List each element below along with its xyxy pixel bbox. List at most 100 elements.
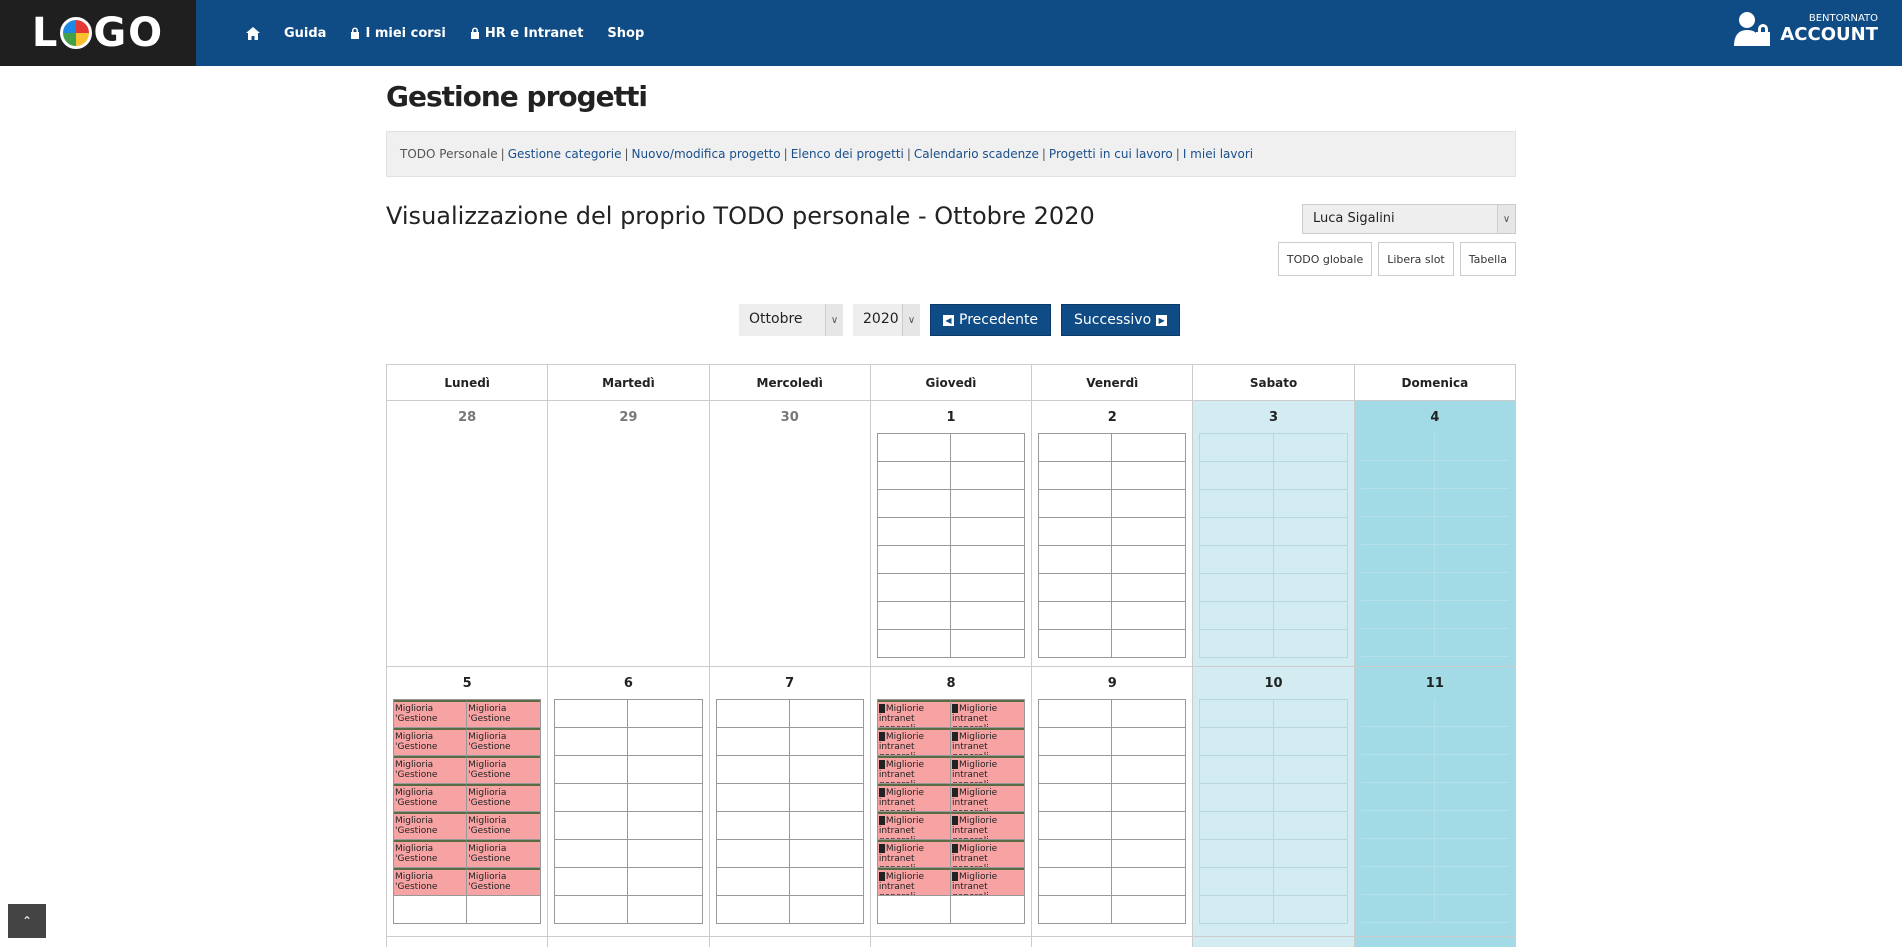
- user-select[interactable]: Luca Sigalini ∨: [1302, 204, 1516, 234]
- task-slot[interactable]: Migliorie intranet generali: [877, 756, 951, 784]
- time-slot[interactable]: [1434, 433, 1509, 461]
- time-slot[interactable]: [1112, 546, 1186, 574]
- time-slot[interactable]: [1039, 434, 1113, 462]
- time-slot[interactable]: [1200, 602, 1274, 630]
- time-slot[interactable]: [789, 896, 863, 924]
- time-slot[interactable]: [1434, 755, 1509, 783]
- time-slot[interactable]: [1200, 840, 1274, 868]
- time-slot[interactable]: [877, 490, 951, 518]
- time-slot[interactable]: [1200, 518, 1274, 546]
- time-slot[interactable]: [1039, 462, 1113, 490]
- time-slot[interactable]: [950, 490, 1025, 518]
- time-slot[interactable]: [789, 700, 863, 728]
- time-slot[interactable]: [1434, 629, 1509, 657]
- time-slot[interactable]: [1273, 756, 1347, 784]
- time-slot[interactable]: [1200, 490, 1274, 518]
- time-slot[interactable]: [950, 602, 1025, 630]
- time-slot[interactable]: [1200, 784, 1274, 812]
- time-slot[interactable]: [1273, 840, 1347, 868]
- time-slot[interactable]: [1273, 434, 1347, 462]
- time-slot[interactable]: [1200, 700, 1274, 728]
- submenu-progetti-in-cui-lavoro[interactable]: Progetti in cui lavoro: [1048, 147, 1173, 161]
- libera-slot-button[interactable]: Libera slot: [1378, 242, 1454, 276]
- time-slot[interactable]: [1112, 756, 1186, 784]
- task-slot[interactable]: Migliorie intranet generali: [950, 840, 1025, 868]
- time-slot[interactable]: [1039, 700, 1113, 728]
- time-slot[interactable]: [1273, 518, 1347, 546]
- account-menu[interactable]: BENTORNATO ACCOUNT: [1734, 12, 1878, 46]
- time-slot[interactable]: [950, 462, 1025, 490]
- time-slot[interactable]: [467, 896, 541, 924]
- time-slot[interactable]: [1112, 518, 1186, 546]
- next-month-button[interactable]: Successivo ▶: [1061, 304, 1181, 336]
- time-slot[interactable]: [877, 630, 951, 658]
- time-slot[interactable]: [877, 546, 951, 574]
- time-slot[interactable]: [628, 812, 702, 840]
- time-slot[interactable]: [1039, 630, 1113, 658]
- time-slot[interactable]: [1360, 755, 1435, 783]
- task-slot[interactable]: Miglioria 'Gestione: [467, 840, 541, 868]
- time-slot[interactable]: [555, 812, 629, 840]
- time-slot[interactable]: [716, 756, 790, 784]
- time-slot[interactable]: [1200, 434, 1274, 462]
- time-slot[interactable]: [950, 518, 1025, 546]
- time-slot[interactable]: [628, 728, 702, 756]
- task-slot[interactable]: Migliorie intranet generali: [877, 868, 951, 896]
- time-slot[interactable]: [1434, 601, 1509, 629]
- logo[interactable]: L GO: [0, 0, 196, 66]
- time-slot[interactable]: [716, 812, 790, 840]
- task-slot[interactable]: Miglioria 'Gestione: [394, 812, 468, 840]
- time-slot[interactable]: [1273, 784, 1347, 812]
- time-slot[interactable]: [555, 728, 629, 756]
- time-slot[interactable]: [1360, 839, 1435, 867]
- time-slot[interactable]: [950, 630, 1025, 658]
- task-slot[interactable]: Miglioria 'Gestione: [394, 728, 468, 756]
- task-slot[interactable]: Migliorie intranet generali: [877, 840, 951, 868]
- task-slot[interactable]: Miglioria 'Gestione: [394, 700, 468, 728]
- time-slot[interactable]: [555, 784, 629, 812]
- time-slot[interactable]: [628, 784, 702, 812]
- time-slot[interactable]: [789, 840, 863, 868]
- time-slot[interactable]: [1200, 896, 1274, 924]
- task-slot[interactable]: Migliorie intranet generali: [950, 784, 1025, 812]
- time-slot[interactable]: [950, 434, 1025, 462]
- time-slot[interactable]: [1360, 727, 1435, 755]
- time-slot[interactable]: [1112, 602, 1186, 630]
- time-slot[interactable]: [555, 756, 629, 784]
- time-slot[interactable]: [1434, 489, 1509, 517]
- time-slot[interactable]: [1360, 517, 1435, 545]
- time-slot[interactable]: [1273, 630, 1347, 658]
- time-slot[interactable]: [877, 574, 951, 602]
- time-slot[interactable]: [1360, 489, 1435, 517]
- time-slot[interactable]: [555, 868, 629, 896]
- submenu-gestione-categorie[interactable]: Gestione categorie: [507, 147, 622, 161]
- time-slot[interactable]: [1200, 574, 1274, 602]
- time-slot[interactable]: [1360, 811, 1435, 839]
- time-slot[interactable]: [789, 728, 863, 756]
- time-slot[interactable]: [555, 896, 629, 924]
- year-select[interactable]: 2020 ∨: [853, 304, 920, 336]
- time-slot[interactable]: [1360, 433, 1435, 461]
- time-slot[interactable]: [877, 602, 951, 630]
- time-slot[interactable]: [1273, 462, 1347, 490]
- time-slot[interactable]: [1273, 896, 1347, 924]
- task-slot[interactable]: Migliorie intranet generali: [950, 812, 1025, 840]
- time-slot[interactable]: [1112, 574, 1186, 602]
- time-slot[interactable]: [1360, 783, 1435, 811]
- nav-guida[interactable]: Guida: [284, 26, 326, 41]
- time-slot[interactable]: [1039, 840, 1113, 868]
- task-slot[interactable]: Miglioria 'Gestione: [394, 784, 468, 812]
- time-slot[interactable]: [1360, 573, 1435, 601]
- task-slot[interactable]: Miglioria 'Gestione: [467, 756, 541, 784]
- time-slot[interactable]: [1273, 490, 1347, 518]
- task-slot[interactable]: Migliorie intranet generali: [877, 700, 951, 728]
- time-slot[interactable]: [1360, 867, 1435, 895]
- time-slot[interactable]: [1112, 630, 1186, 658]
- time-slot[interactable]: [1200, 812, 1274, 840]
- task-slot[interactable]: Miglioria 'Gestione: [394, 840, 468, 868]
- time-slot[interactable]: [1112, 784, 1186, 812]
- time-slot[interactable]: [716, 840, 790, 868]
- time-slot[interactable]: [1039, 896, 1113, 924]
- time-slot[interactable]: [1434, 867, 1509, 895]
- time-slot[interactable]: [1112, 896, 1186, 924]
